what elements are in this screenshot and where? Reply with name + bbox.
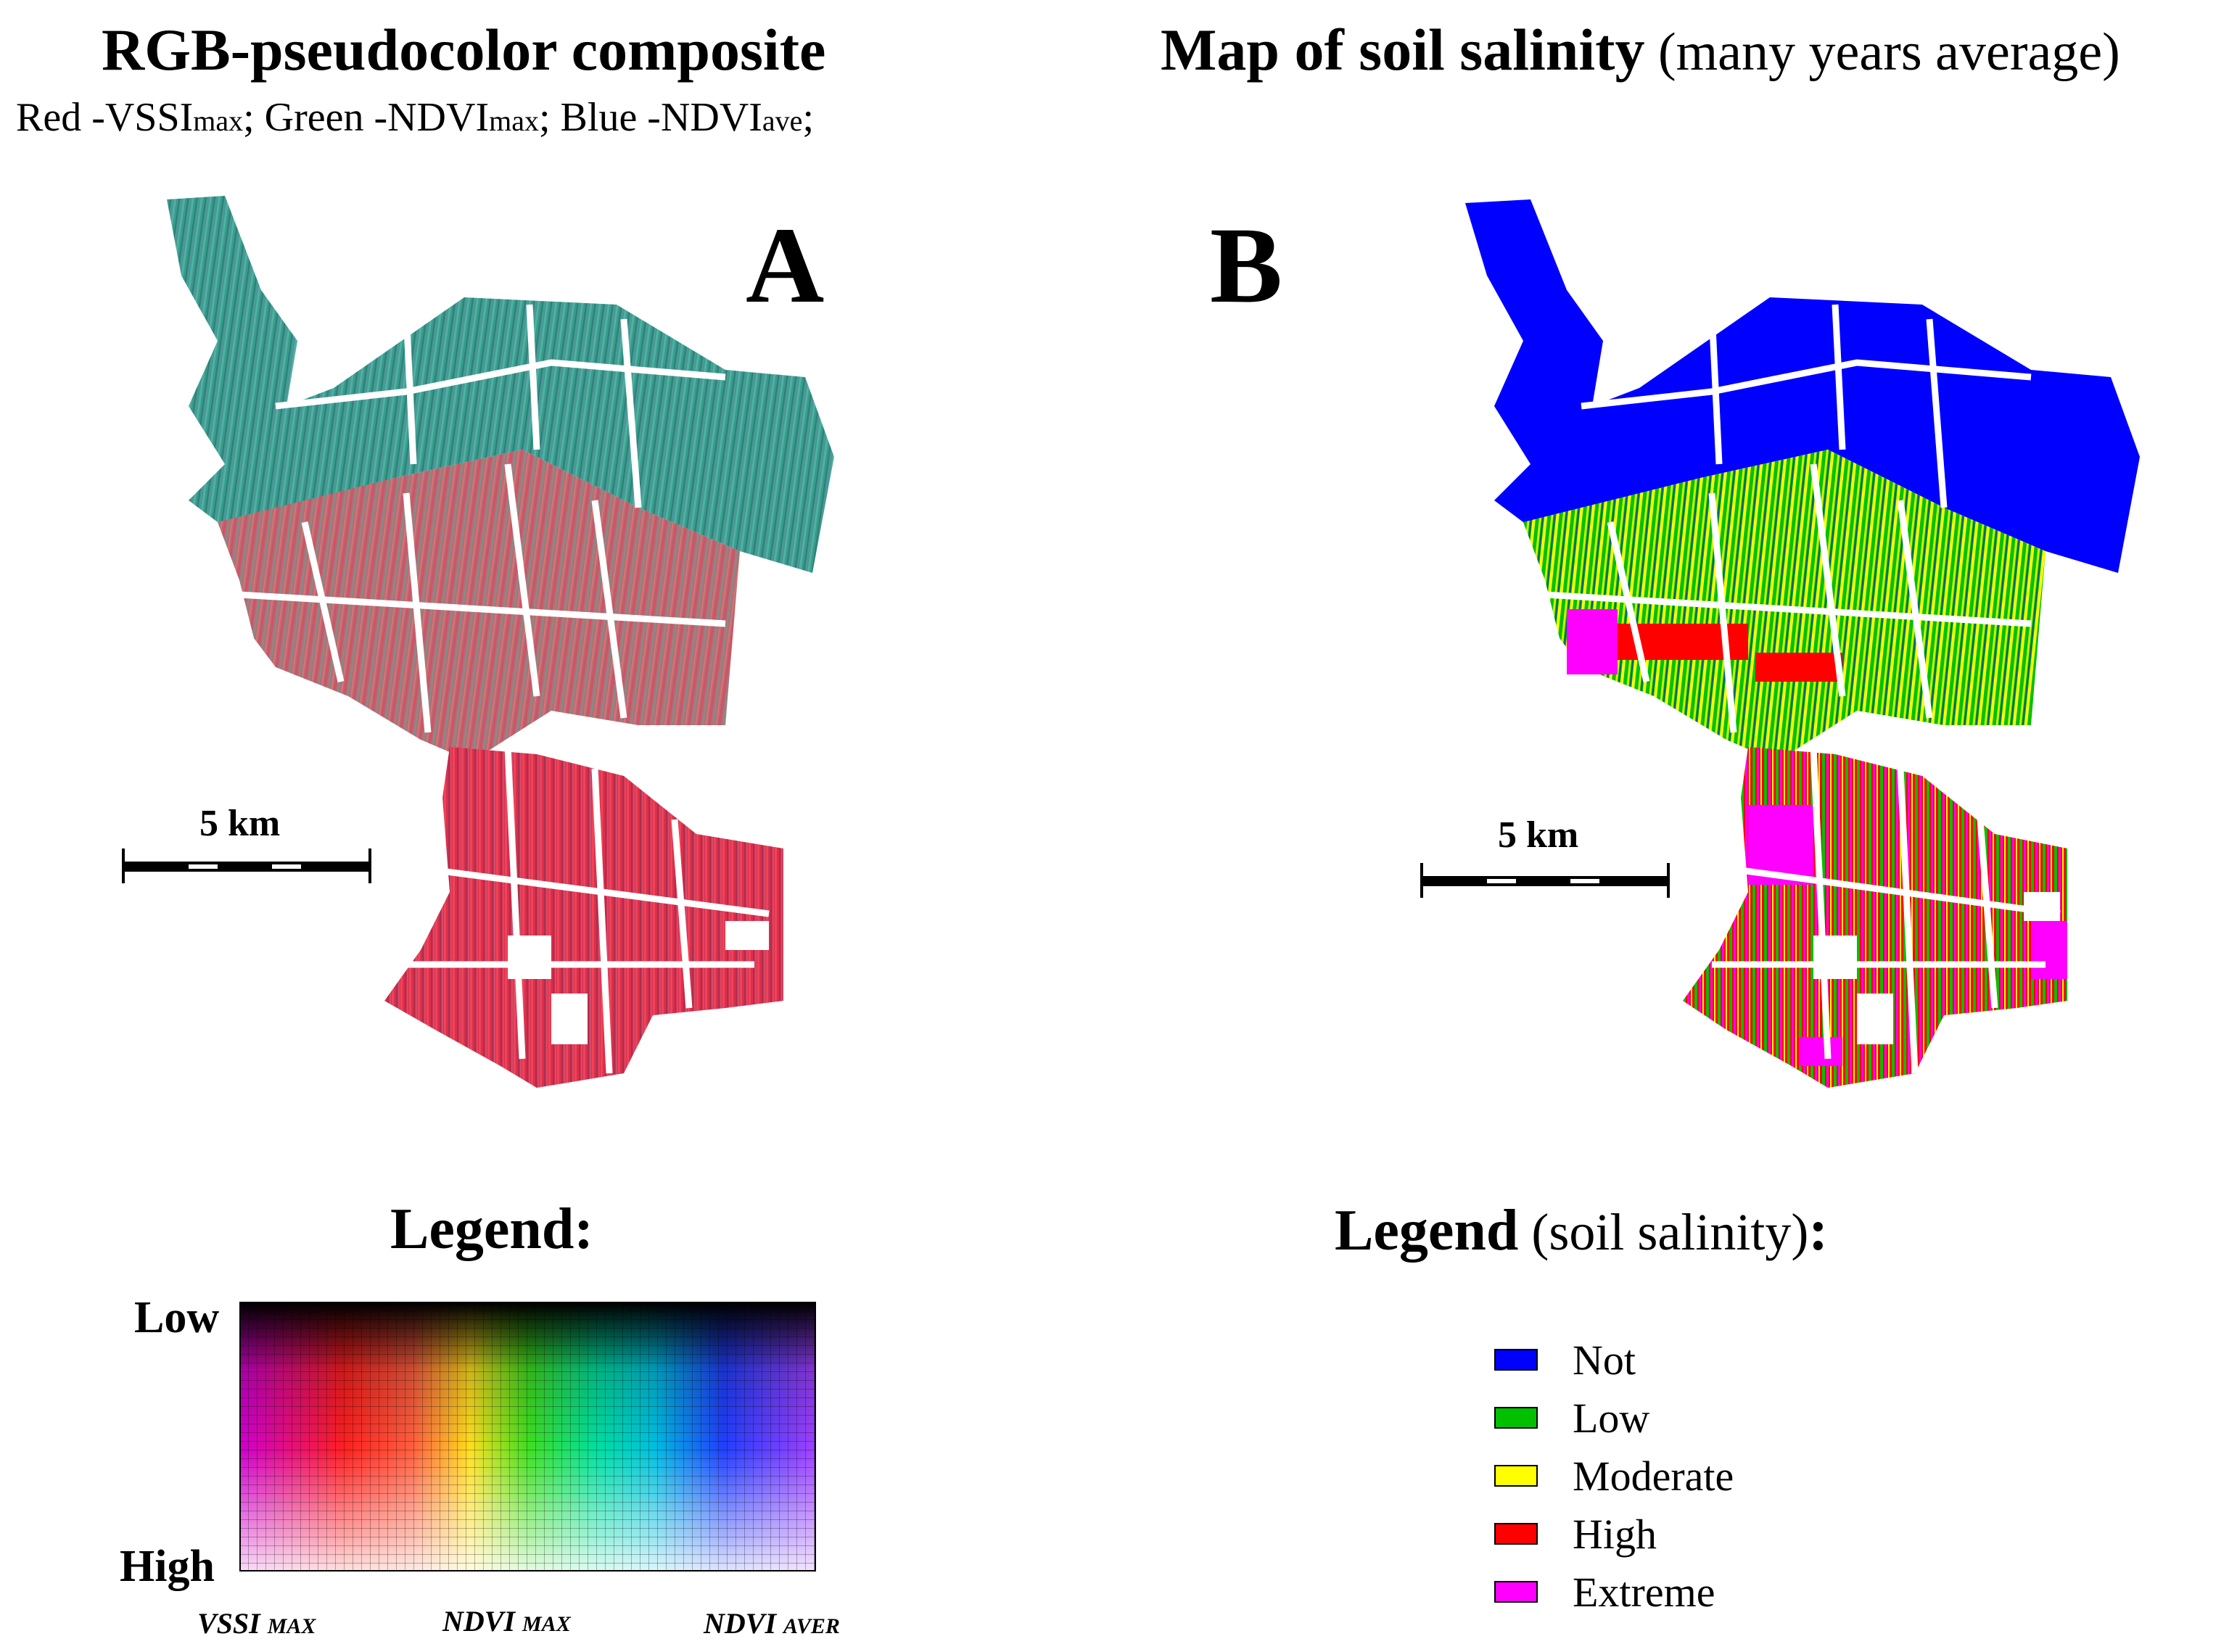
panel-a-subtitle: Red -VSSImax; Green -NDVImax; Blue -NDVI… (16, 94, 814, 141)
legend-label-high: High (1573, 1510, 1657, 1558)
legend-b-title-bold: Legend (1335, 1199, 1519, 1263)
scale-bar-a (122, 848, 371, 883)
panel-a-letter: A (746, 205, 825, 326)
legend-a-axis-ndvi-max: NDVI MAX (442, 1604, 571, 1638)
axis-ndvi-aver-main: NDVI (704, 1607, 784, 1640)
scale-bar-a-label: 5 km (199, 803, 281, 844)
legend-item-low: Low (1494, 1392, 1734, 1443)
map-b-middle-fields (1523, 450, 2046, 761)
legend-a-high-label: High (120, 1542, 215, 1591)
map-a-south-fields (384, 747, 783, 1088)
legend-a-axis-ndvi-aver: NDVI AVER (704, 1606, 840, 1640)
subtitle-red-prefix: Red -VSSI (16, 95, 194, 140)
subtitle-blue-sub: ave (762, 104, 803, 137)
panel-b-title-bold: Map of soil salinity (1161, 17, 1645, 83)
swatch-extreme (1494, 1581, 1538, 1603)
axis-vssi-main: VSSI (197, 1607, 268, 1640)
panel-b-letter: B (1210, 205, 1283, 326)
subtitle-red-sub: max (193, 104, 244, 137)
panel-b-title-light: (many years average) (1644, 22, 2120, 82)
axis-ndvi-max-main: NDVI (442, 1605, 523, 1637)
legend-a-color-ramp (239, 1302, 816, 1572)
legend-b-title-light: (soil salinity) (1518, 1203, 1809, 1261)
swatch-high (1494, 1523, 1538, 1545)
subtitle-green-prefix: ; Green -NDVI (243, 95, 490, 140)
legend-item-moderate: Moderate (1494, 1450, 1734, 1501)
legend-b-title-end: : (1808, 1199, 1828, 1263)
subtitle-end: ; (802, 95, 814, 140)
axis-ndvi-aver-small: AVER (783, 1614, 840, 1638)
legend-a-title: Legend: (390, 1197, 593, 1261)
swatch-low (1494, 1407, 1538, 1429)
map-a-middle-fields (218, 450, 740, 761)
swatch-moderate (1494, 1465, 1538, 1487)
scale-bar-b-label: 5 km (1498, 814, 1579, 856)
subtitle-blue-prefix: ; Blue -NDVI (538, 95, 762, 140)
map-b-extreme-patches (1748, 805, 2067, 1066)
panel-b-title: Map of soil salinity (many years average… (1161, 16, 2120, 84)
map-a-north-fields (167, 196, 834, 573)
subtitle-green-sub: max (489, 104, 539, 137)
legend-item-not: Not (1494, 1334, 1734, 1385)
legend-b-list: Not Low Moderate High Extreme (1494, 1334, 1734, 1617)
panel-a-title: RGB-pseudocolor composite (102, 17, 826, 83)
map-b-north-fields (1465, 199, 2140, 573)
legend-label-not: Not (1573, 1336, 1636, 1384)
scale-bar-b (1420, 863, 1670, 898)
legend-a-axis-vssi: VSSI MAX (197, 1606, 316, 1640)
axis-ndvi-max-small: MAX (522, 1612, 571, 1636)
axis-vssi-small: MAX (267, 1614, 316, 1638)
swatch-not (1494, 1349, 1538, 1371)
legend-item-extreme: Extreme (1494, 1566, 1734, 1617)
legend-label-extreme: Extreme (1573, 1568, 1715, 1616)
legend-item-high: High (1494, 1508, 1734, 1559)
legend-label-moderate: Moderate (1573, 1452, 1734, 1500)
legend-label-low: Low (1573, 1394, 1650, 1442)
legend-a-low-label: Low (134, 1293, 220, 1342)
legend-b-title: Legend (soil salinity): (1335, 1198, 1828, 1264)
